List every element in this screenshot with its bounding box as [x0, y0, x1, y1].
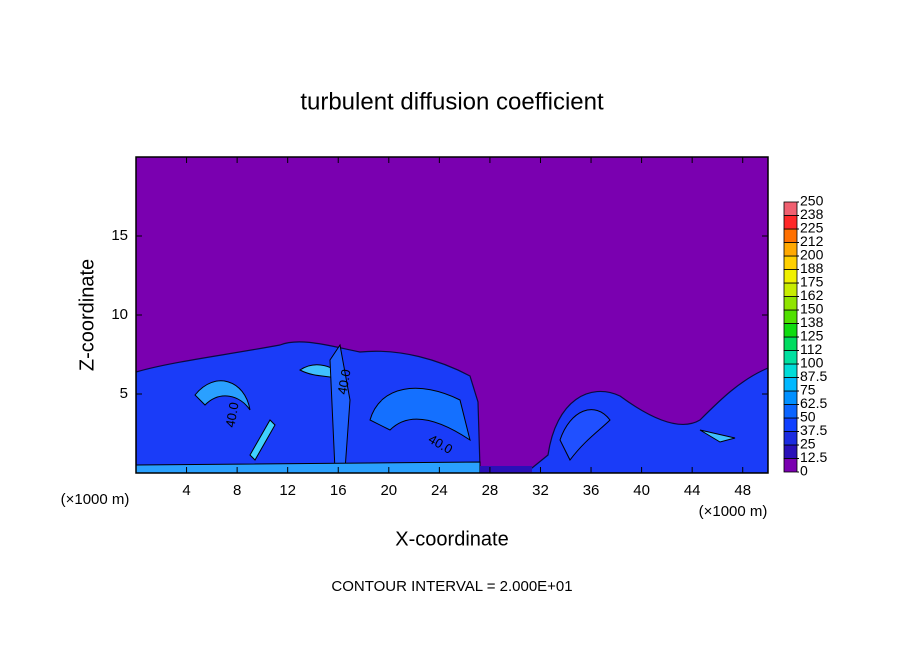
x-unit-label: (×1000 m): [61, 491, 130, 508]
x-tick-label: 48: [734, 482, 751, 499]
colorbar-tick-label: 150: [800, 301, 824, 317]
colorbar-tick-label: 138: [800, 314, 824, 330]
colorbar-tick-label: 125: [800, 328, 824, 344]
y-tick-label: 10: [111, 306, 128, 323]
colorbar-bin: [783, 350, 798, 365]
colorbar-tick-label: 12.5: [800, 449, 827, 465]
x-tick-label: 40: [633, 482, 650, 499]
colorbar-tick-label: 200: [800, 247, 824, 263]
x-tick-label: 4: [182, 482, 190, 499]
x-tick-label: 8: [233, 482, 241, 499]
colorbar-tick-label: 175: [800, 274, 824, 290]
streak: [369, 387, 471, 442]
colorbar-tick-label: 100: [800, 355, 824, 371]
field: [136, 341, 768, 473]
streak: [136, 461, 481, 473]
contour-label: 40.0: [222, 401, 241, 429]
colorbar-tick-label: 225: [800, 220, 824, 236]
x-tick-label: 16: [330, 482, 347, 499]
colorbar-bin: [783, 363, 798, 378]
colorbar-bin: [783, 458, 798, 473]
y-tick-label: 15: [111, 227, 128, 244]
chart-title: turbulent diffusion coefficient: [300, 88, 604, 115]
colorbar-bin: [783, 444, 798, 459]
colorbar-bin: [783, 417, 798, 432]
colorbar-bin: [783, 309, 798, 324]
x-tick-label: 36: [583, 482, 600, 499]
colorbar-bin: [783, 296, 798, 311]
colorbar-bin: [783, 282, 798, 297]
x-tick-label: 28: [482, 482, 499, 499]
colorbar-bin: [783, 336, 798, 351]
x-tick-label: 24: [431, 482, 448, 499]
colorbar-bin: [783, 215, 798, 230]
colorbar-tick-label: 50: [800, 409, 816, 425]
colorbar-bin: [783, 269, 798, 284]
x-axis-label: X-coordinate: [395, 528, 508, 550]
streak: [194, 380, 251, 411]
contour-label: 40.0: [334, 368, 353, 396]
colorbar-tick-label: 250: [800, 193, 824, 209]
x-tick-label: 32: [532, 482, 549, 499]
colorbar-tick-label: 0: [800, 463, 808, 479]
colorbar-tick-label: 238: [800, 206, 824, 222]
colorbar-tick-label: 212: [800, 233, 824, 249]
streak: [249, 419, 276, 461]
colorbar-bin: [783, 323, 798, 338]
y-tick-label: 5: [120, 385, 128, 402]
y-axis-label: Z-coordinate: [76, 259, 98, 371]
colorbar-bin: [783, 201, 798, 216]
x-tick-label: 20: [380, 482, 397, 499]
colorbar-tick-label: 75: [800, 382, 816, 398]
colorbar-bin: [783, 404, 798, 419]
colorbar-tick-label: 37.5: [800, 422, 827, 438]
streak: [329, 343, 351, 471]
colorbar-tick-label: 162: [800, 287, 824, 303]
colorbar-tick-label: 87.5: [800, 368, 827, 384]
colorbar-bin: [783, 390, 798, 405]
x-unit-label: (×1000 m): [699, 503, 768, 520]
colorbar-tick-label: 62.5: [800, 395, 827, 411]
colorbar-bin: [783, 431, 798, 446]
plot-area: [135, 156, 769, 474]
colorbar-tick-label: 188: [800, 260, 824, 276]
x-tick-label: 44: [684, 482, 701, 499]
note: CONTOUR INTERVAL = 2.000E+01: [331, 578, 572, 595]
streak: [699, 429, 736, 443]
x-tick-label: 12: [279, 482, 296, 499]
colorbar-tick-label: 25: [800, 436, 816, 452]
colorbar-bin: [783, 377, 798, 392]
colorbar-bin: [783, 255, 798, 270]
streak: [480, 466, 532, 473]
colorbar-bin: [783, 242, 798, 257]
streak: [559, 409, 611, 461]
colorbar-bin: [783, 228, 798, 243]
colorbar-tick-label: 112: [800, 341, 823, 357]
